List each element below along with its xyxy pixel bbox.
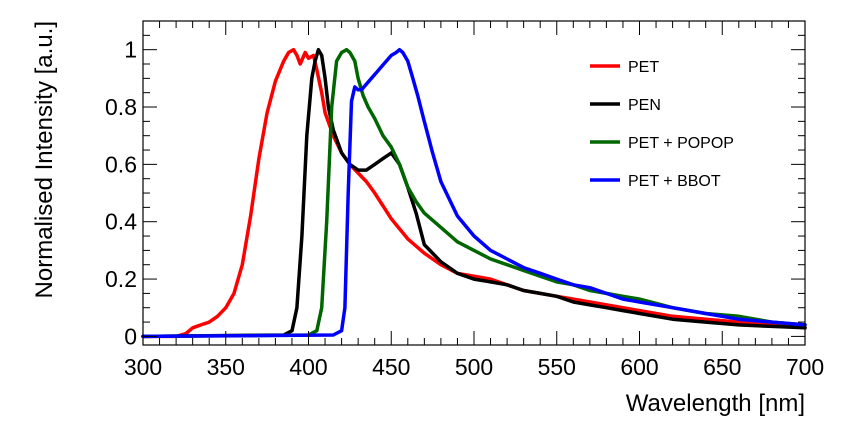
legend-label: PET + POPOP: [628, 135, 734, 152]
x-tick-label: 600: [620, 354, 658, 380]
legend-label: PET + BBOT: [628, 173, 721, 190]
series-line-pet: [141, 47, 807, 339]
y-axis-title: Normalised Intensity [a.u.]: [31, 21, 58, 298]
y-tick-label: 0.2: [105, 266, 137, 292]
legend: PET PEN PET + POPOP PET + BBOT: [590, 59, 734, 190]
legend-label: PEN: [628, 97, 661, 114]
y-tick-label: 0.6: [105, 151, 137, 177]
axis-tick-labels: 300 350 400 450 500 550 600 650 700 0 0.2 0.4 0.6 0.8…: [105, 37, 824, 380]
x-tick-label: 450: [372, 354, 410, 380]
x-axis-title: Wavelength [nm]: [626, 390, 805, 417]
x-tick-label: 350: [207, 354, 245, 380]
x-tick-label: 550: [538, 354, 576, 380]
y-tick-label: 0: [124, 323, 137, 349]
series-line-pet-popop: [141, 47, 807, 339]
series-lines: [141, 47, 807, 339]
x-tick-label: 500: [455, 354, 493, 380]
series-line-pen: [141, 47, 807, 339]
series-line-pet-bbot: [141, 47, 807, 339]
legend-label: PET: [628, 59, 659, 76]
x-tick-label: 700: [786, 354, 824, 380]
y-tick-label: 1: [124, 37, 137, 63]
x-tick-label: 400: [289, 354, 327, 380]
x-tick-label: 300: [124, 354, 162, 380]
x-tick-label: 650: [703, 354, 741, 380]
y-tick-label: 0.8: [105, 94, 137, 120]
y-tick-label: 0.4: [105, 209, 137, 235]
axis-ticks: [142, 20, 806, 345]
